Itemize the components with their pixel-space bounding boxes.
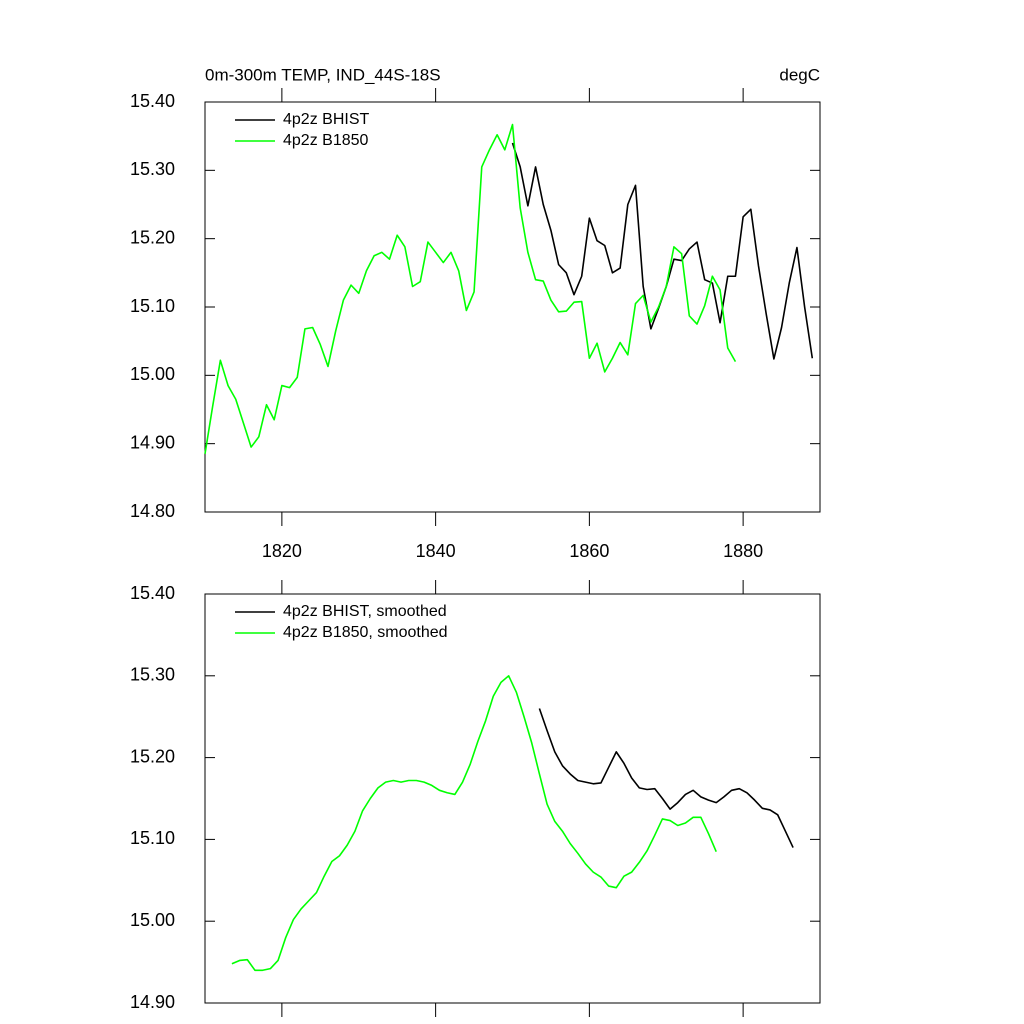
legend-label: 4p2z BHIST bbox=[283, 111, 369, 128]
y-tick-label: 15.10 bbox=[130, 296, 175, 316]
y-tick-label: 14.90 bbox=[130, 992, 175, 1012]
x-tick-label: 1840 bbox=[416, 541, 456, 561]
series-line bbox=[538, 708, 794, 848]
plot-frame bbox=[204, 101, 821, 513]
y-tick-label: 15.00 bbox=[130, 364, 175, 384]
series-line bbox=[204, 123, 737, 455]
y-tick-label: 15.40 bbox=[130, 583, 175, 603]
y-tick-label: 15.20 bbox=[130, 746, 175, 766]
y-tick-label: 14.90 bbox=[130, 432, 175, 452]
plot-frame bbox=[204, 593, 821, 1004]
y-tick-label: 14.80 bbox=[130, 501, 175, 521]
y-tick-label: 15.20 bbox=[130, 227, 175, 247]
y-tick-label: 15.00 bbox=[130, 910, 175, 930]
y-tick-label: 15.40 bbox=[130, 91, 175, 111]
chart-title: 0m-300m TEMP, IND_44S-18S bbox=[205, 65, 441, 84]
x-tick-label: 1880 bbox=[723, 541, 763, 561]
y-tick-label: 15.10 bbox=[130, 828, 175, 848]
series-line bbox=[511, 142, 814, 360]
units-label: degC bbox=[779, 65, 820, 84]
legend-label: 4p2z B1850 bbox=[283, 132, 369, 149]
legend-label: 4p2z B1850, smoothed bbox=[283, 624, 448, 641]
x-tick-label: 1860 bbox=[569, 541, 609, 561]
legend-label: 4p2z BHIST, smoothed bbox=[283, 603, 447, 620]
x-tick-label: 1820 bbox=[262, 541, 302, 561]
y-tick-label: 15.30 bbox=[130, 665, 175, 685]
y-tick-label: 15.30 bbox=[130, 159, 175, 179]
series-line bbox=[231, 675, 717, 972]
